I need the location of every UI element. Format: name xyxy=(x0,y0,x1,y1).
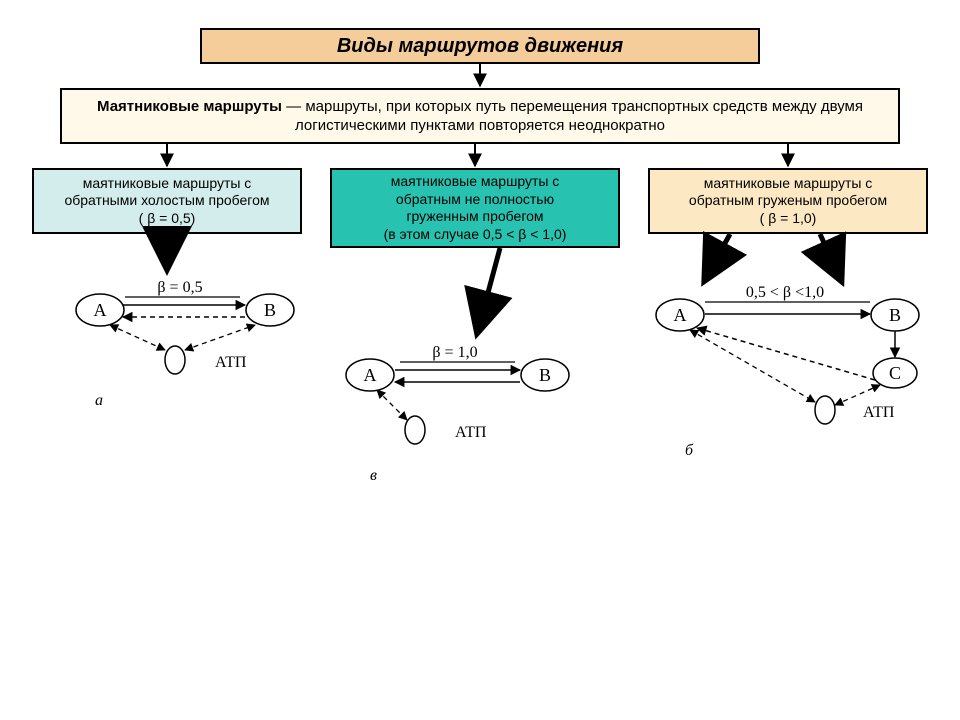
diagram-b-sublabel: б xyxy=(685,442,694,459)
type-right-line2: обратным груженым пробегом xyxy=(689,192,887,210)
diagram-a-node-B: В xyxy=(264,300,276,320)
diagram-v-node-A: А xyxy=(364,365,377,385)
title-box: Виды маршрутов движения xyxy=(200,28,760,64)
title-text: Виды маршрутов движения xyxy=(337,35,623,58)
type-left-line3: ( β = 0,5) xyxy=(139,210,196,228)
definition-rest: — маршруты, при которых путь перемещения… xyxy=(282,98,863,135)
type-center-box: маятниковые маршруты с обратным не полно… xyxy=(330,168,620,248)
diagram-v: β = 1,0 А В АТП в xyxy=(315,340,595,500)
type-center-line2: обратным не полностью xyxy=(396,191,554,209)
diagram-a-beta-label: β = 0,5 xyxy=(157,279,202,296)
diagram-b-atp-label: АТП xyxy=(863,404,895,421)
type-left-box: маятниковые маршруты с обратными холосты… xyxy=(32,168,302,234)
diagram-b-node-A: А xyxy=(674,305,687,325)
definition-box: Маятниковые маршруты — маршруты, при кот… xyxy=(60,88,900,144)
diagram-b: 0,5 < β <1,0 А В С АТП б xyxy=(635,280,945,470)
diagram-v-node-B: В xyxy=(539,365,551,385)
diagram-a-atp-label: АТП xyxy=(215,354,247,371)
type-left-line2: обратными холостым пробегом xyxy=(64,192,269,210)
type-right-line1: маятниковые маршруты с xyxy=(704,175,873,193)
diagram-v-atp-label: АТП xyxy=(455,424,487,441)
diagram-v-sublabel: в xyxy=(370,467,377,484)
diagram-v-beta-label: β = 1,0 xyxy=(432,344,477,361)
type-left-line1: маятниковые маршруты с xyxy=(83,175,252,193)
type-center-line3: груженным пробегом xyxy=(406,208,543,226)
diagram-b-beta-label: 0,5 < β <1,0 xyxy=(746,284,824,301)
diagram-a-sublabel: а xyxy=(95,392,103,409)
definition-bold: Маятниковые маршруты xyxy=(97,98,282,115)
type-right-box: маятниковые маршруты с обратным груженым… xyxy=(648,168,928,234)
diagram-a-node-A: А xyxy=(94,300,107,320)
type-center-line1: маятниковые маршруты с xyxy=(391,173,560,191)
type-center-line4: (в этом случае 0,5 < β < 1,0) xyxy=(384,226,567,244)
diagram-b-node-B: В xyxy=(889,305,901,325)
diagram-a: β = 0,5 А В АТП а xyxy=(55,275,315,425)
diagram-b-node-C: С xyxy=(889,363,901,383)
definition-text: Маятниковые маршруты — маршруты, при кот… xyxy=(70,97,890,136)
type-right-line3: ( β = 1,0) xyxy=(760,210,817,228)
